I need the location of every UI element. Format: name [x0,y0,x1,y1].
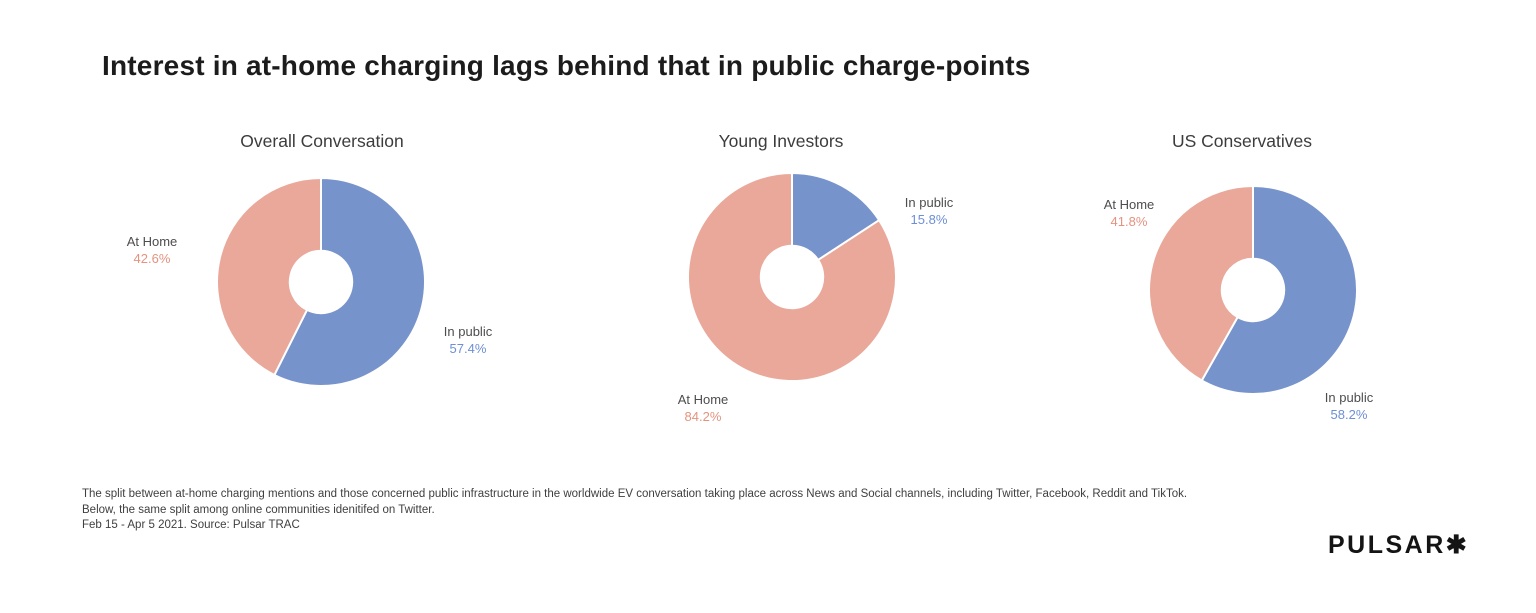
slice-label-at-home: At Home 84.2% [678,391,729,425]
donut-slice-in-public [273,177,426,387]
donut-young-investors [687,172,897,382]
donut-overall-conversation [216,177,426,387]
slice-label-name: At Home [126,234,178,249]
donut-slice-at-home [687,172,897,382]
slice-label-in-public: In public 57.4% [444,323,492,357]
caption-line-3: Feb 15 - Apr 5 2021. Source: Pulsar TRAC [82,519,300,531]
slice-label-in-public: In public 15.8% [905,194,953,228]
donut-slice-in-public [1200,185,1358,395]
slice-label-name: At Home [677,392,729,407]
slice-label-in-public: In public 58.2% [1325,389,1373,423]
donut-slice-at-home [216,177,322,376]
slice-label-value: 57.4% [449,341,487,356]
slice-label-name: In public [443,324,493,339]
chart-title: US Conservatives [1171,131,1313,151]
slice-label-name: At Home [1103,197,1155,212]
caption-line-2: Below, the same split among online commu… [82,503,435,516]
page-title: Interest in at-home charging lags behind… [102,50,1031,81]
donut-slice-at-home [1148,185,1254,382]
donut-us-conservatives [1148,185,1358,395]
slice-label-value: 41.8% [1110,214,1148,229]
pulsar-logo: PULSAR✱ [1328,530,1467,560]
pulsar-logo-text: PULSAR [1328,531,1446,559]
slice-label-value: 15.8% [910,212,948,227]
donut-slice-in-public [791,172,881,261]
slice-label-at-home: At Home 41.8% [1104,196,1155,230]
slice-label-value: 42.6% [133,251,171,266]
caption-block: The split between at-home charging menti… [82,487,1187,534]
chart-title: Overall Conversation [240,131,404,151]
chart-title: Young Investors [718,131,844,151]
slice-label-name: In public [1324,390,1374,405]
slice-label-name: In public [904,195,954,210]
slice-label-at-home: At Home 42.6% [127,233,178,267]
slice-label-value: 84.2% [684,409,722,424]
pulsar-logo-asterisk-icon: ✱ [1445,531,1467,559]
caption-line-1: The split between at-home charging menti… [82,488,1188,500]
slice-label-value: 58.2% [1330,407,1368,422]
